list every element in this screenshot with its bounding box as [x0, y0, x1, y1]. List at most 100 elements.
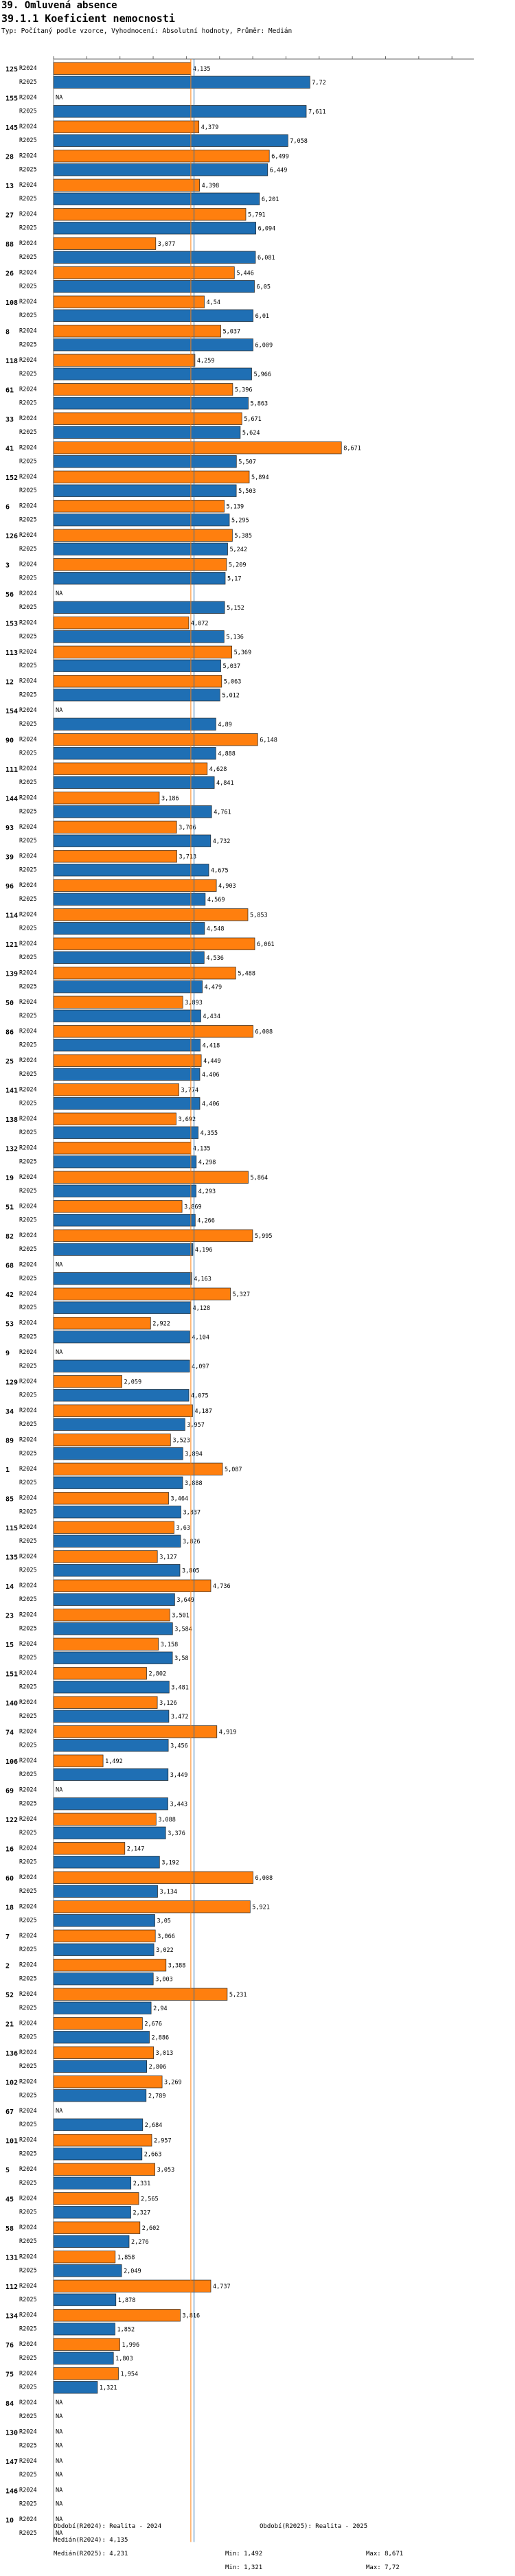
bar-r2025	[53, 1943, 154, 1956]
data-label: 1,996	[122, 2342, 140, 2349]
data-label: 7,72	[312, 80, 325, 87]
bar-r2025	[53, 1097, 201, 1110]
category-label: 145	[5, 124, 18, 132]
data-label: 2,886	[152, 2035, 170, 2042]
category-label: 86	[5, 1029, 14, 1037]
footer-period-2024: Období(R2024): Realita - 2024	[54, 2523, 162, 2530]
data-label: 4,406	[202, 1101, 220, 1108]
data-label: 4,841	[216, 780, 234, 787]
data-label: 5,853	[250, 912, 268, 919]
bar-r2025	[53, 1593, 175, 1606]
na-label: NA	[56, 2108, 62, 2115]
footer-period-2025: Období(R2025): Realita - 2025	[260, 2523, 368, 2530]
bar-r2025	[53, 2118, 144, 2131]
data-label: 3,066	[157, 1933, 175, 1940]
data-label: 2,806	[149, 2064, 167, 2071]
bar-r2024	[53, 733, 258, 746]
data-label: 4,266	[197, 1218, 215, 1225]
data-label: 3,837	[183, 1510, 201, 1517]
bar-r2025	[53, 1768, 169, 1781]
bar-r2025	[53, 980, 203, 993]
bar-r2024	[53, 1083, 179, 1096]
data-label: 5,624	[242, 430, 260, 437]
series-label: R2024	[19, 2487, 37, 2494]
bar-r2024	[53, 2163, 155, 2176]
series-label: R2025	[19, 1655, 37, 1661]
series-label: R2025	[19, 838, 37, 844]
category-label: 125	[5, 66, 18, 73]
na-label: NA	[56, 2413, 62, 2420]
series-label: R2024	[19, 1524, 37, 1531]
data-label: 4,479	[205, 985, 222, 991]
category-label: 118	[5, 358, 18, 365]
data-label: 4,379	[201, 124, 219, 131]
page-title: 39. Omluvená absence	[1, 0, 117, 11]
series-label: R2024	[19, 1787, 37, 1794]
data-label: 7,058	[290, 138, 308, 145]
series-label: R2024	[19, 124, 37, 130]
category-label: 96	[5, 883, 14, 890]
bar-r2025	[53, 1797, 168, 1810]
footer-median-2025: Medián(R2025): 4,231	[54, 2551, 128, 2557]
series-label: R2025	[19, 1392, 37, 1399]
series-label: R2025	[19, 1859, 37, 1866]
na-label: NA	[56, 2429, 62, 2436]
na-label: NA	[56, 707, 62, 714]
data-label: 4,888	[218, 751, 236, 758]
bar-r2025	[53, 776, 215, 789]
data-label: 4,919	[219, 1729, 237, 1736]
data-label: 3,127	[159, 1554, 177, 1561]
data-label: 3,05	[157, 1918, 170, 1925]
bar-r2024	[53, 208, 247, 221]
data-label: 3,523	[172, 1438, 190, 1445]
bar-r2025	[53, 542, 228, 555]
data-label: 4,89	[218, 722, 231, 728]
data-label: 5,012	[222, 693, 240, 700]
bar-r2025	[53, 747, 216, 760]
data-label: 2,565	[141, 2196, 159, 2203]
bar-r2025	[53, 951, 205, 964]
data-label: 3,774	[181, 1088, 198, 1094]
bar-r2024	[53, 617, 190, 630]
category-label: 45	[5, 2196, 14, 2204]
data-label: 3,158	[161, 1642, 179, 1648]
data-label: 3,013	[156, 2050, 174, 2057]
bar-r2024	[53, 1667, 147, 1680]
bar-r2024	[53, 1725, 218, 1738]
bar-r2024	[53, 2046, 154, 2059]
data-label: 3,088	[158, 1817, 176, 1824]
data-label: 5,295	[231, 518, 249, 525]
na-label: NA	[56, 2400, 62, 2406]
bar-r2025	[53, 2031, 150, 2044]
series-label: R2024	[19, 240, 37, 247]
data-label: 1,878	[118, 2297, 136, 2304]
bar-r2025	[53, 893, 206, 906]
series-label: R2024	[19, 824, 37, 831]
bar-r2025	[53, 1447, 183, 1460]
category-label: 93	[5, 825, 14, 832]
data-label: 1,954	[120, 2371, 138, 2378]
series-label: R2025	[19, 1538, 37, 1545]
data-label: 3,472	[171, 1714, 189, 1721]
data-label: 5,152	[227, 605, 244, 612]
data-label: 3,126	[159, 1700, 177, 1707]
data-label: 3,58	[174, 1655, 188, 1662]
data-label: 4,736	[213, 1583, 231, 1590]
category-label: 33	[5, 416, 14, 424]
category-label: 28	[5, 154, 14, 161]
data-label: 6,008	[255, 1029, 273, 1036]
data-label: 5,507	[238, 459, 256, 466]
data-label: 5,242	[229, 547, 247, 553]
data-label: 6,499	[271, 154, 289, 161]
series-label: R2025	[19, 1129, 37, 1136]
bar-r2025	[53, 2060, 148, 2073]
data-label: 2,331	[133, 2181, 151, 2187]
bar-r2024	[53, 2221, 141, 2234]
category-label: 112	[5, 2284, 18, 2291]
data-label: 5,087	[225, 1467, 242, 1473]
na-label: NA	[56, 2443, 62, 2450]
series-label: R2025	[19, 371, 37, 378]
series-label: R2025	[19, 2180, 37, 2187]
bar-r2025	[53, 1272, 192, 1285]
